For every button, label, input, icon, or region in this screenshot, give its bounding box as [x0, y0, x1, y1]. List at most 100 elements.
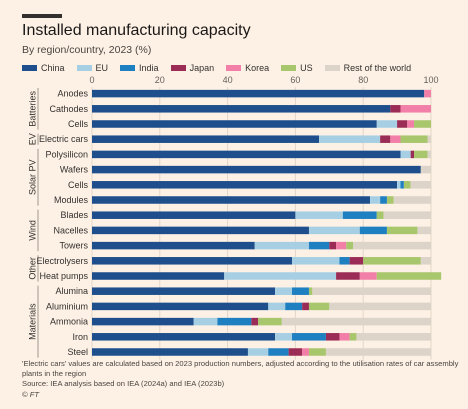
legend-swatch — [226, 65, 242, 71]
bar-segment-17-3 — [288, 348, 303, 356]
category-label-4: Polysilicon — [45, 149, 88, 159]
category-label-14: Aluminium — [46, 301, 88, 311]
bar-segment-7-2 — [380, 196, 387, 204]
category-label-8: Blades — [60, 210, 88, 220]
group-label-0: Batteries — [27, 91, 37, 127]
legend-label: Rest of the world — [343, 63, 412, 73]
bar-segment-8-6 — [383, 211, 431, 219]
bar-segment-15-1 — [193, 317, 218, 326]
bar-segment-14-5 — [308, 302, 330, 311]
bar-segment-3-0 — [92, 135, 320, 143]
legend-label: US — [300, 63, 313, 73]
bar-segment-6-0 — [92, 181, 398, 189]
bar-segment-3-3 — [380, 135, 391, 143]
bar-segment-7-5 — [386, 196, 394, 204]
footnote-line-1: 'Electric cars' values are calculated ba… — [22, 359, 459, 368]
source-note: Source: IEA analysis based on IEA (2024a… — [22, 379, 225, 388]
footnote-line-2: plants in the region — [22, 369, 87, 378]
bar-segment-11-2 — [339, 257, 350, 265]
bar-segment-15-5 — [258, 317, 282, 326]
bar-segment-14-1 — [268, 302, 286, 311]
bar-segment-15-2 — [217, 317, 252, 326]
legend-label: China — [41, 63, 65, 73]
bar-segment-10-1 — [254, 241, 309, 250]
bar-segment-7-0 — [92, 196, 370, 204]
bar-segment-16-4 — [339, 333, 350, 341]
bar-segment-10-0 — [92, 241, 255, 250]
bar-segment-15-0 — [92, 317, 194, 326]
legend-item-5: US — [281, 63, 313, 73]
bar-segment-5-6 — [420, 165, 431, 174]
legend-swatch — [120, 65, 136, 71]
bar-segment-9-6 — [417, 226, 431, 235]
bar-segment-13-0 — [92, 287, 276, 295]
bar-segment-1-0 — [92, 105, 391, 113]
bar-segment-11-1 — [292, 257, 340, 265]
bar-segment-7-1 — [369, 196, 381, 204]
bar-segment-9-2 — [359, 226, 387, 235]
bar-segment-13-2 — [292, 287, 309, 295]
bar-segment-12-5 — [376, 272, 442, 280]
legend-swatch — [281, 65, 297, 71]
bar-segment-6-6 — [410, 181, 431, 189]
bar-segment-13-5 — [308, 287, 313, 295]
x-tick-label-5: 100 — [423, 75, 438, 85]
group-label-3: Wind — [27, 220, 37, 241]
bar-segment-15-3 — [251, 317, 259, 326]
x-tick-label-1: 20 — [155, 75, 165, 85]
bar-segment-3-6 — [427, 135, 431, 143]
legend-label: Japan — [189, 63, 215, 73]
bar-segment-17-2 — [268, 348, 289, 356]
bar-segment-2-1 — [376, 120, 398, 128]
bar-segment-12-1 — [224, 272, 337, 280]
bar-segment-11-6 — [420, 257, 431, 265]
bar-segment-16-2 — [292, 333, 326, 341]
bar-segment-1-3 — [390, 105, 401, 113]
bar-segment-2-0 — [92, 120, 377, 128]
bar-segment-4-3 — [410, 150, 415, 159]
bar-segment-4-6 — [427, 150, 431, 159]
category-label-7: Modules — [54, 195, 89, 205]
category-label-10: Towers — [59, 241, 88, 251]
bar-segment-16-3 — [325, 333, 340, 341]
bar-segment-8-1 — [295, 211, 343, 219]
legend-swatch — [22, 65, 37, 71]
bar-segment-5-0 — [92, 165, 421, 174]
bar-segment-4-1 — [400, 150, 411, 159]
legend-label: Korea — [245, 63, 270, 73]
bar-segment-12-3 — [336, 272, 360, 280]
bar-segment-10-2 — [308, 241, 330, 250]
x-tick-label-0: 0 — [89, 75, 94, 85]
bar-segment-17-4 — [302, 348, 309, 356]
bar-segment-0-0 — [92, 89, 425, 98]
category-label-15: Ammonia — [50, 317, 88, 327]
bar-segment-16-1 — [275, 333, 293, 341]
bar-segment-17-6 — [325, 348, 431, 356]
bar-segment-9-0 — [92, 226, 309, 235]
bar-segment-8-5 — [376, 211, 384, 219]
bar-segment-1-4 — [400, 105, 431, 113]
bar-segment-10-5 — [346, 241, 354, 250]
legend-label: EU — [95, 63, 109, 73]
bar-segment-2-3 — [397, 120, 408, 128]
bar-segment-13-1 — [275, 287, 293, 295]
category-label-0: Anodes — [57, 89, 88, 99]
category-label-1: Cathodes — [49, 104, 88, 114]
group-label-2: Solar PV — [27, 159, 37, 195]
bar-segment-17-5 — [308, 348, 326, 356]
bar-segment-0-4 — [424, 89, 431, 98]
x-tick-label-2: 40 — [223, 75, 233, 85]
category-label-12: Heat pumps — [39, 271, 88, 281]
category-label-11: Electrolysers — [36, 256, 88, 266]
bar-segment-3-1 — [319, 135, 381, 143]
bar-segment-11-0 — [92, 257, 293, 265]
chart-subtitle: By region/country, 2023 (%) — [22, 44, 152, 56]
group-label-1: EV — [27, 133, 37, 145]
bar-segment-10-4 — [336, 241, 347, 250]
category-label-9: Nacelles — [53, 225, 88, 235]
bar-segment-7-6 — [393, 196, 431, 204]
group-label-5: Materials — [27, 303, 37, 340]
x-tick-label-4: 80 — [358, 75, 368, 85]
